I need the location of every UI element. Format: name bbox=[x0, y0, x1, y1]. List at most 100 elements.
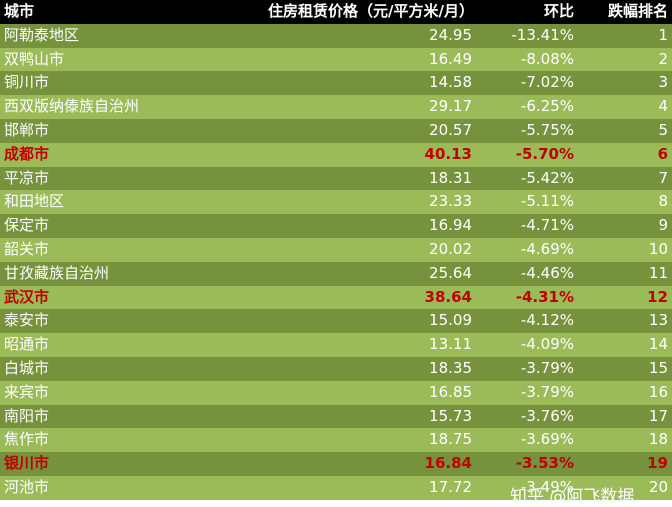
table-row: 武汉市 38.64 -4.31% 12 bbox=[0, 285, 672, 310]
price-cell: 16.85 bbox=[429, 382, 472, 401]
mom-cell: -5.70% bbox=[515, 144, 574, 163]
table-row: 焦作市 18.75 -3.69% 18 bbox=[0, 428, 672, 453]
city-cell: 平凉市 bbox=[4, 168, 50, 187]
table-row: 甘孜藏族自治州 25.64 -4.46% 11 bbox=[0, 261, 672, 286]
mom-cell: -4.71% bbox=[520, 216, 574, 235]
city-cell: 阿勒泰地区 bbox=[4, 25, 80, 44]
city-cell: 泰安市 bbox=[4, 311, 50, 330]
table-row: 南阳市 15.73 -3.76% 17 bbox=[0, 404, 672, 429]
rank-cell: 6 bbox=[657, 144, 668, 163]
price-cell: 20.57 bbox=[429, 121, 472, 139]
city-cell: 和田地区 bbox=[4, 192, 65, 211]
mom-cell: -5.42% bbox=[520, 168, 574, 187]
city-cell: 昭通市 bbox=[4, 335, 50, 354]
rank-cell: 17 bbox=[648, 406, 668, 425]
rank-cell: 20 bbox=[648, 478, 668, 496]
price-cell: 25.64 bbox=[429, 263, 472, 282]
header-rank: 跌幅排名 bbox=[607, 2, 668, 20]
mom-cell: -3.76% bbox=[520, 406, 574, 425]
table-row: 成都市 40.13 -5.70% 6 bbox=[0, 142, 672, 167]
city-cell: 铜川市 bbox=[4, 73, 50, 92]
mom-cell: -4.12% bbox=[520, 311, 574, 330]
mom-cell: -8.08% bbox=[520, 49, 574, 68]
rank-cell: 5 bbox=[658, 121, 668, 139]
rank-cell: 9 bbox=[658, 216, 668, 235]
mom-cell: -4.46% bbox=[520, 263, 574, 282]
price-cell: 18.75 bbox=[429, 430, 472, 449]
table-row: 保定市 16.94 -4.71% 9 bbox=[0, 214, 672, 238]
price-cell: 20.02 bbox=[429, 240, 472, 258]
rank-cell: 2 bbox=[658, 49, 668, 68]
header-price: 住房租赁价格（元/平方米/月） bbox=[268, 2, 474, 20]
price-cell: 24.95 bbox=[429, 25, 472, 44]
table-row: 河池市 17.72 -3.49% 20 bbox=[0, 476, 672, 500]
table-row: 韶关市 20.02 -4.69% 10 bbox=[0, 238, 672, 262]
table-row: 西双版纳傣族自治州 29.17 -6.25% 4 bbox=[0, 95, 672, 119]
header-mom: 环比 bbox=[543, 2, 574, 20]
table-row: 泰安市 15.09 -4.12% 13 bbox=[0, 309, 672, 334]
price-cell: 18.35 bbox=[429, 359, 472, 377]
rank-cell: 3 bbox=[658, 73, 668, 92]
rank-cell: 19 bbox=[647, 454, 668, 473]
city-cell: 白城市 bbox=[4, 359, 50, 377]
table-row: 昭通市 13.11 -4.09% 14 bbox=[0, 333, 672, 357]
city-cell: 银川市 bbox=[4, 454, 50, 473]
price-cell: 38.64 bbox=[424, 287, 472, 306]
price-cell: 16.94 bbox=[429, 216, 472, 235]
rank-cell: 1 bbox=[658, 25, 668, 44]
rank-cell: 10 bbox=[648, 240, 668, 258]
table-row: 银川市 16.84 -3.53% 19 bbox=[0, 452, 672, 476]
mom-cell: -3.53% bbox=[515, 454, 574, 473]
city-cell: 成都市 bbox=[4, 144, 50, 163]
mom-cell: -3.49% bbox=[520, 478, 574, 496]
mom-cell: -3.79% bbox=[520, 359, 574, 377]
rank-cell: 13 bbox=[648, 311, 668, 330]
table-header: 城市 住房租赁价格（元/平方米/月） 环比 跌幅排名 bbox=[0, 0, 672, 24]
table-row: 铜川市 14.58 -7.02% 3 bbox=[0, 71, 672, 96]
price-cell: 18.31 bbox=[429, 168, 472, 187]
mom-cell: -3.79% bbox=[520, 382, 574, 401]
rank-cell: 12 bbox=[647, 287, 668, 306]
city-cell: 西双版纳傣族自治州 bbox=[4, 97, 140, 116]
rank-cell: 8 bbox=[658, 192, 668, 211]
table-row: 白城市 18.35 -3.79% 15 bbox=[0, 357, 672, 381]
mom-cell: -4.69% bbox=[520, 240, 574, 258]
rank-cell: 15 bbox=[648, 359, 668, 377]
table-row: 双鸭山市 16.49 -8.08% 2 bbox=[0, 47, 672, 72]
city-cell: 河池市 bbox=[4, 478, 50, 496]
rank-cell: 18 bbox=[648, 430, 668, 449]
price-cell: 23.33 bbox=[429, 192, 472, 211]
price-cell: 15.09 bbox=[429, 311, 472, 330]
rank-cell: 11 bbox=[648, 263, 668, 282]
mom-cell: -4.09% bbox=[520, 335, 574, 354]
price-cell: 13.11 bbox=[429, 335, 472, 354]
mom-cell: -5.11% bbox=[520, 192, 574, 211]
price-cell: 17.72 bbox=[429, 478, 472, 496]
city-cell: 来宾市 bbox=[4, 382, 50, 401]
rank-cell: 4 bbox=[658, 97, 668, 116]
header-city: 城市 bbox=[4, 2, 35, 20]
rank-cell: 14 bbox=[648, 335, 668, 354]
city-cell: 焦作市 bbox=[4, 430, 50, 449]
price-cell: 29.17 bbox=[429, 97, 472, 116]
price-cell: 15.73 bbox=[429, 406, 472, 425]
city-cell: 邯郸市 bbox=[4, 121, 50, 139]
price-cell: 14.58 bbox=[429, 73, 472, 92]
mom-cell: -5.75% bbox=[520, 121, 574, 139]
mom-cell: -7.02% bbox=[520, 73, 574, 92]
price-cell: 16.49 bbox=[429, 49, 472, 68]
mom-cell: -4.31% bbox=[515, 287, 574, 306]
table-row: 来宾市 16.85 -3.79% 16 bbox=[0, 380, 672, 405]
rank-cell: 16 bbox=[648, 382, 668, 401]
table-row: 和田地区 23.33 -5.11% 8 bbox=[0, 190, 672, 215]
city-cell: 双鸭山市 bbox=[4, 49, 65, 68]
table-row: 阿勒泰地区 24.95 -13.41% 1 bbox=[0, 23, 672, 48]
city-cell: 武汉市 bbox=[4, 287, 50, 306]
city-cell: 韶关市 bbox=[4, 240, 50, 258]
city-cell: 保定市 bbox=[4, 216, 50, 235]
mom-cell: -13.41% bbox=[511, 25, 574, 44]
city-cell: 甘孜藏族自治州 bbox=[4, 263, 110, 282]
table-row: 平凉市 18.31 -5.42% 7 bbox=[0, 166, 672, 191]
mom-cell: -3.69% bbox=[520, 430, 574, 449]
